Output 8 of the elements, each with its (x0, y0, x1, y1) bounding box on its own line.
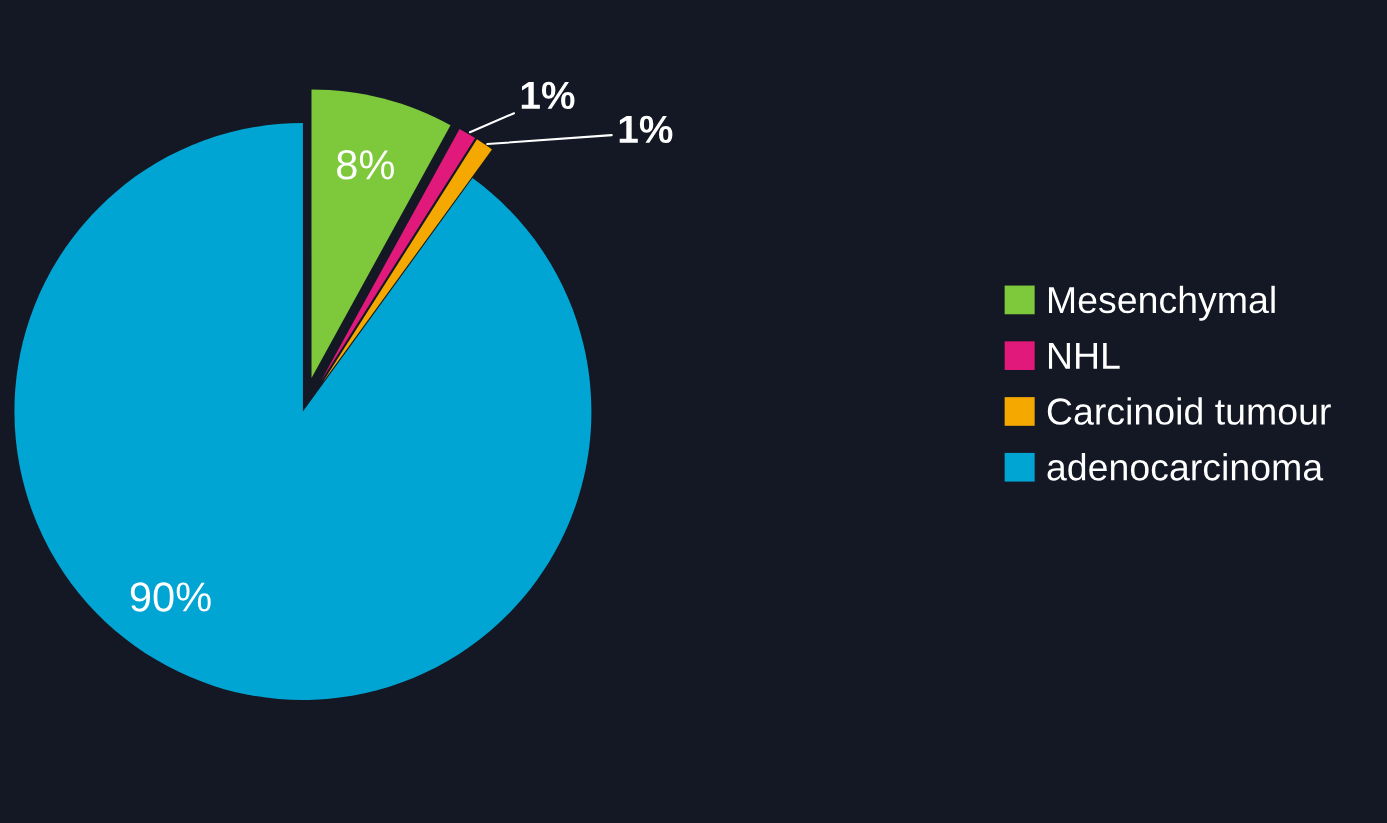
data-label: 90% (130, 582, 211, 612)
legend-label: Mesenchymal (1048, 285, 1275, 321)
data-label: 1% (521, 81, 575, 110)
data-label: 8% (337, 150, 394, 180)
legend-label: adenocarcinoma (1047, 453, 1324, 481)
data-label: 1% (619, 115, 673, 144)
legend-label: Carcinoid tumour (1047, 397, 1331, 425)
legend-label: NHL (1048, 342, 1120, 369)
